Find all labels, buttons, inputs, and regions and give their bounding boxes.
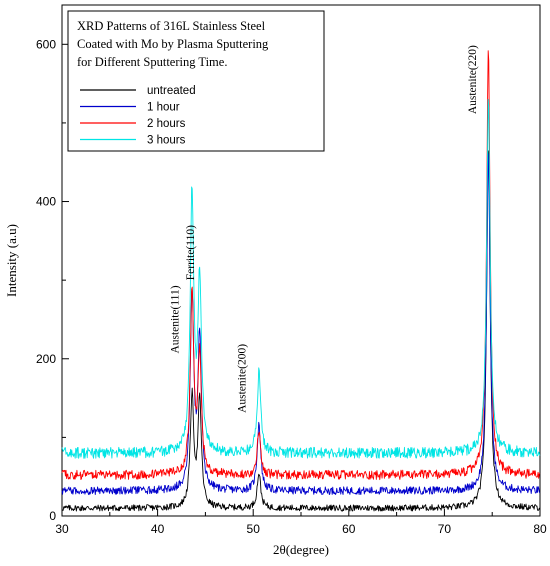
y-tick-label: 600: [36, 37, 56, 51]
legend-box: [67, 10, 325, 152]
x-tick-label: 60: [342, 522, 356, 536]
series-line-1: [61, 153, 541, 496]
peak-label: Austenite(200): [237, 344, 249, 413]
x-tick-label: 80: [533, 522, 547, 536]
x-tick-label: 40: [151, 522, 165, 536]
legend-label: 2 hours: [147, 118, 186, 130]
x-axis-title: 2θ(degree): [273, 542, 329, 557]
legend-label: 3 hours: [147, 135, 186, 147]
series-layer: [61, 50, 541, 512]
x-tick-label: 50: [247, 522, 261, 536]
legend-label: untreated: [147, 85, 196, 97]
y-axis: 0 200 400 600: [36, 37, 69, 523]
legend-title-line-3: for Different Sputtering Time.: [77, 55, 227, 69]
y-tick-label: 200: [36, 352, 56, 366]
y-axis-title: Intensity (a.u): [4, 224, 19, 297]
y-tick-label: 400: [36, 195, 56, 209]
series-line-2: [61, 50, 541, 481]
peak-annotations: Austenite(111)Ferrite(110) Austenite(200)…: [170, 45, 479, 413]
peak-label: Ferrite(110): [185, 225, 197, 280]
y-tick-label: 0: [49, 509, 56, 523]
legend-label: 1 hour: [147, 102, 180, 114]
legend-title-line-1: XRD Patterns of 316L Stainless Steel: [77, 19, 266, 33]
x-tick-label: 70: [438, 522, 452, 536]
legend: XRD Patterns of 316L Stainless Steel Coa…: [67, 10, 325, 152]
series-line-0: [61, 150, 541, 512]
series-line-3: [61, 98, 541, 459]
peak-label: Austenite(111): [170, 285, 182, 353]
x-axis: 30 40 50 60 70 80: [55, 509, 547, 536]
legend-title-line-2: Coated with Mo by Plasma Sputtering: [77, 37, 269, 51]
peak-label: Austenite(220): [467, 45, 479, 114]
x-tick-label: 30: [55, 522, 69, 536]
